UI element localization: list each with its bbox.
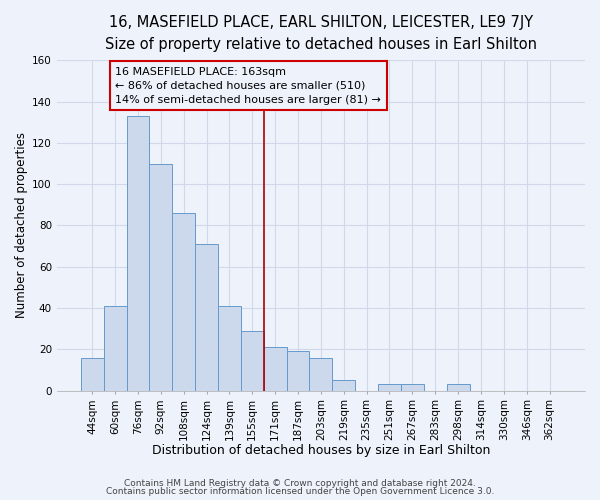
- Bar: [172, 213, 195, 390]
- Bar: [127, 116, 149, 390]
- Bar: [332, 380, 355, 390]
- Y-axis label: Number of detached properties: Number of detached properties: [15, 132, 28, 318]
- Bar: [241, 330, 264, 390]
- Bar: [81, 358, 104, 390]
- Text: Contains HM Land Registry data © Crown copyright and database right 2024.: Contains HM Land Registry data © Crown c…: [124, 478, 476, 488]
- Text: Contains public sector information licensed under the Open Government Licence 3.: Contains public sector information licen…: [106, 487, 494, 496]
- Bar: [378, 384, 401, 390]
- Bar: [446, 384, 470, 390]
- Bar: [264, 347, 287, 391]
- Bar: [218, 306, 241, 390]
- Title: 16, MASEFIELD PLACE, EARL SHILTON, LEICESTER, LE9 7JY
Size of property relative : 16, MASEFIELD PLACE, EARL SHILTON, LEICE…: [105, 15, 537, 52]
- Bar: [310, 358, 332, 390]
- Text: 16 MASEFIELD PLACE: 163sqm
← 86% of detached houses are smaller (510)
14% of sem: 16 MASEFIELD PLACE: 163sqm ← 86% of deta…: [115, 66, 381, 104]
- Bar: [287, 352, 310, 391]
- Bar: [149, 164, 172, 390]
- X-axis label: Distribution of detached houses by size in Earl Shilton: Distribution of detached houses by size …: [152, 444, 490, 458]
- Bar: [104, 306, 127, 390]
- Bar: [195, 244, 218, 390]
- Bar: [401, 384, 424, 390]
